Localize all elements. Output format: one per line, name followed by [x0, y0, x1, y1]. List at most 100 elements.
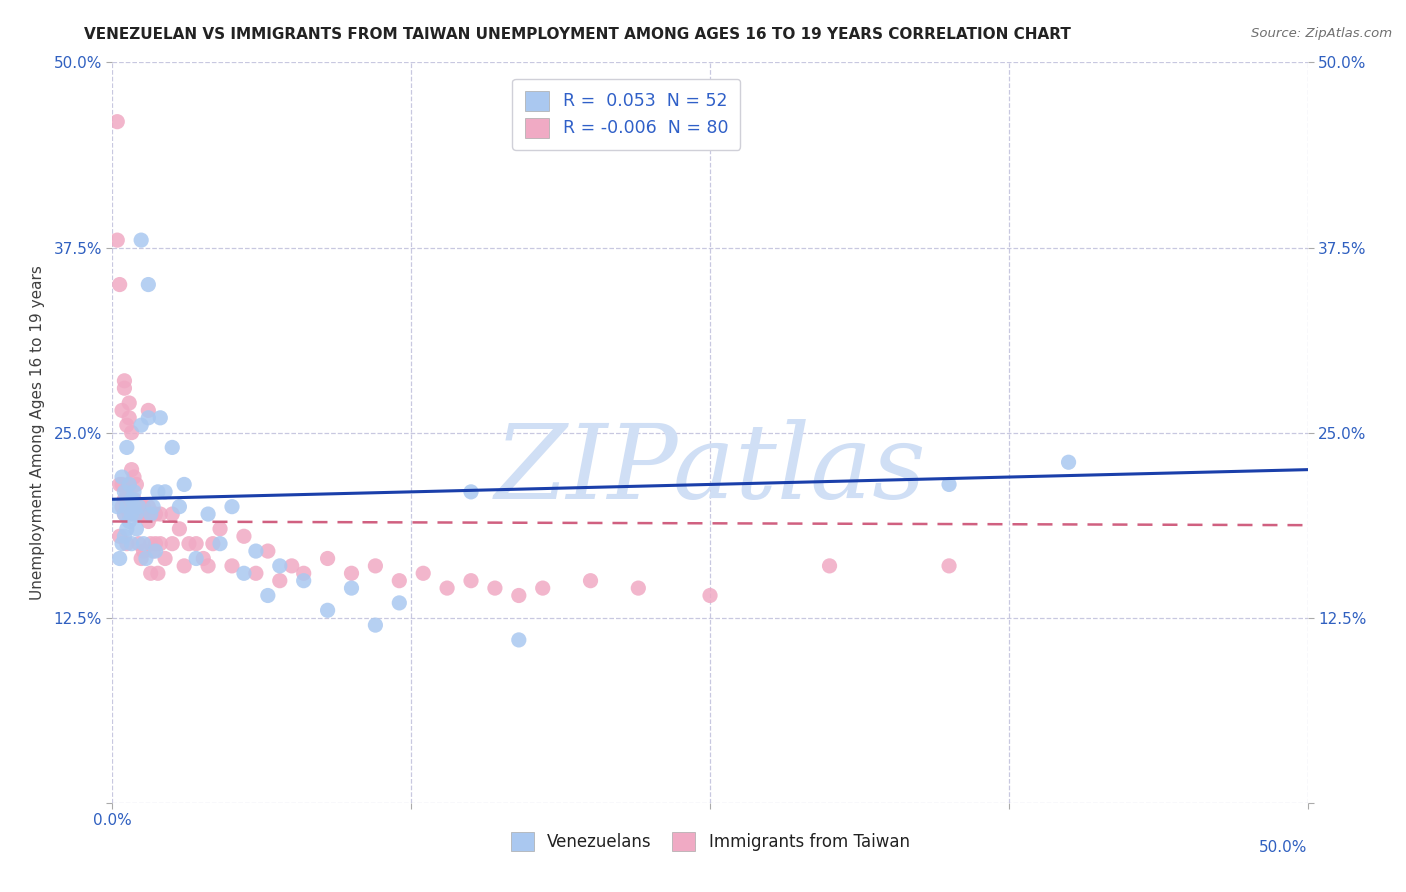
Point	[269, 558, 291, 573]
Point	[281, 558, 304, 573]
Point	[146, 566, 169, 581]
Point	[233, 566, 256, 581]
Text: Source: ZipAtlas.com: Source: ZipAtlas.com	[1251, 27, 1392, 40]
Point	[221, 500, 243, 514]
Point	[125, 500, 148, 514]
Point	[292, 566, 315, 581]
Point	[105, 500, 128, 514]
Point	[938, 558, 960, 573]
Point	[257, 589, 280, 603]
Point	[340, 581, 363, 595]
Point	[138, 403, 160, 417]
Point	[139, 536, 162, 550]
Legend: Venezuelans, Immigrants from Taiwan: Venezuelans, Immigrants from Taiwan	[501, 822, 920, 861]
Point	[105, 233, 128, 247]
Point	[138, 410, 160, 425]
Point	[209, 536, 232, 550]
Point	[627, 581, 650, 595]
Point	[169, 522, 191, 536]
Point	[114, 374, 135, 388]
Point	[197, 558, 219, 573]
Point	[111, 477, 134, 491]
Point	[121, 425, 143, 440]
Point	[818, 558, 841, 573]
Point	[292, 574, 315, 588]
Point	[162, 441, 183, 455]
Point	[508, 632, 530, 647]
Point	[484, 581, 506, 595]
Point	[142, 500, 165, 514]
Point	[269, 574, 291, 588]
Point	[108, 529, 131, 543]
Point	[118, 477, 141, 491]
Point	[114, 529, 135, 543]
Point	[388, 596, 411, 610]
Point	[938, 477, 960, 491]
Point	[186, 551, 208, 566]
Point	[531, 581, 554, 595]
Point	[221, 558, 243, 573]
Point	[153, 551, 176, 566]
Point	[149, 410, 172, 425]
Point	[145, 544, 167, 558]
Point	[118, 507, 141, 521]
Point	[579, 574, 602, 588]
Point	[122, 500, 145, 514]
Point	[132, 536, 155, 550]
Point	[115, 500, 138, 514]
Point	[111, 403, 134, 417]
Point	[128, 500, 150, 514]
Point	[111, 500, 134, 514]
Point	[122, 470, 145, 484]
Point	[114, 507, 135, 521]
Point	[121, 462, 143, 476]
Point	[201, 536, 224, 550]
Point	[108, 551, 131, 566]
Point	[129, 233, 152, 247]
Point	[111, 470, 134, 484]
Point	[145, 507, 167, 521]
Point	[114, 484, 135, 499]
Point	[115, 484, 138, 499]
Point	[139, 566, 162, 581]
Point	[436, 581, 458, 595]
Point	[122, 484, 145, 499]
Point	[128, 507, 150, 521]
Point	[177, 536, 200, 550]
Point	[257, 544, 280, 558]
Point	[699, 589, 721, 603]
Point	[114, 507, 135, 521]
Point	[114, 381, 135, 395]
Point	[460, 574, 482, 588]
Point	[162, 536, 183, 550]
Point	[138, 277, 160, 292]
Text: 50.0%: 50.0%	[1260, 840, 1308, 855]
Point	[121, 500, 143, 514]
Point	[114, 492, 135, 507]
Point	[108, 477, 131, 491]
Point	[129, 418, 152, 433]
Point	[121, 507, 143, 521]
Point	[316, 551, 339, 566]
Point	[233, 529, 256, 543]
Point	[122, 507, 145, 521]
Point	[149, 507, 172, 521]
Point	[115, 441, 138, 455]
Point	[129, 507, 152, 521]
Point	[388, 574, 411, 588]
Point	[118, 396, 141, 410]
Point	[125, 507, 148, 521]
Point	[115, 522, 138, 536]
Point	[135, 507, 157, 521]
Point	[186, 536, 208, 550]
Point	[121, 536, 143, 550]
Point	[138, 515, 160, 529]
Point	[508, 589, 530, 603]
Point	[209, 522, 232, 536]
Point	[162, 507, 183, 521]
Point	[139, 507, 162, 521]
Point	[115, 536, 138, 550]
Point	[115, 418, 138, 433]
Point	[364, 618, 387, 632]
Point	[197, 507, 219, 521]
